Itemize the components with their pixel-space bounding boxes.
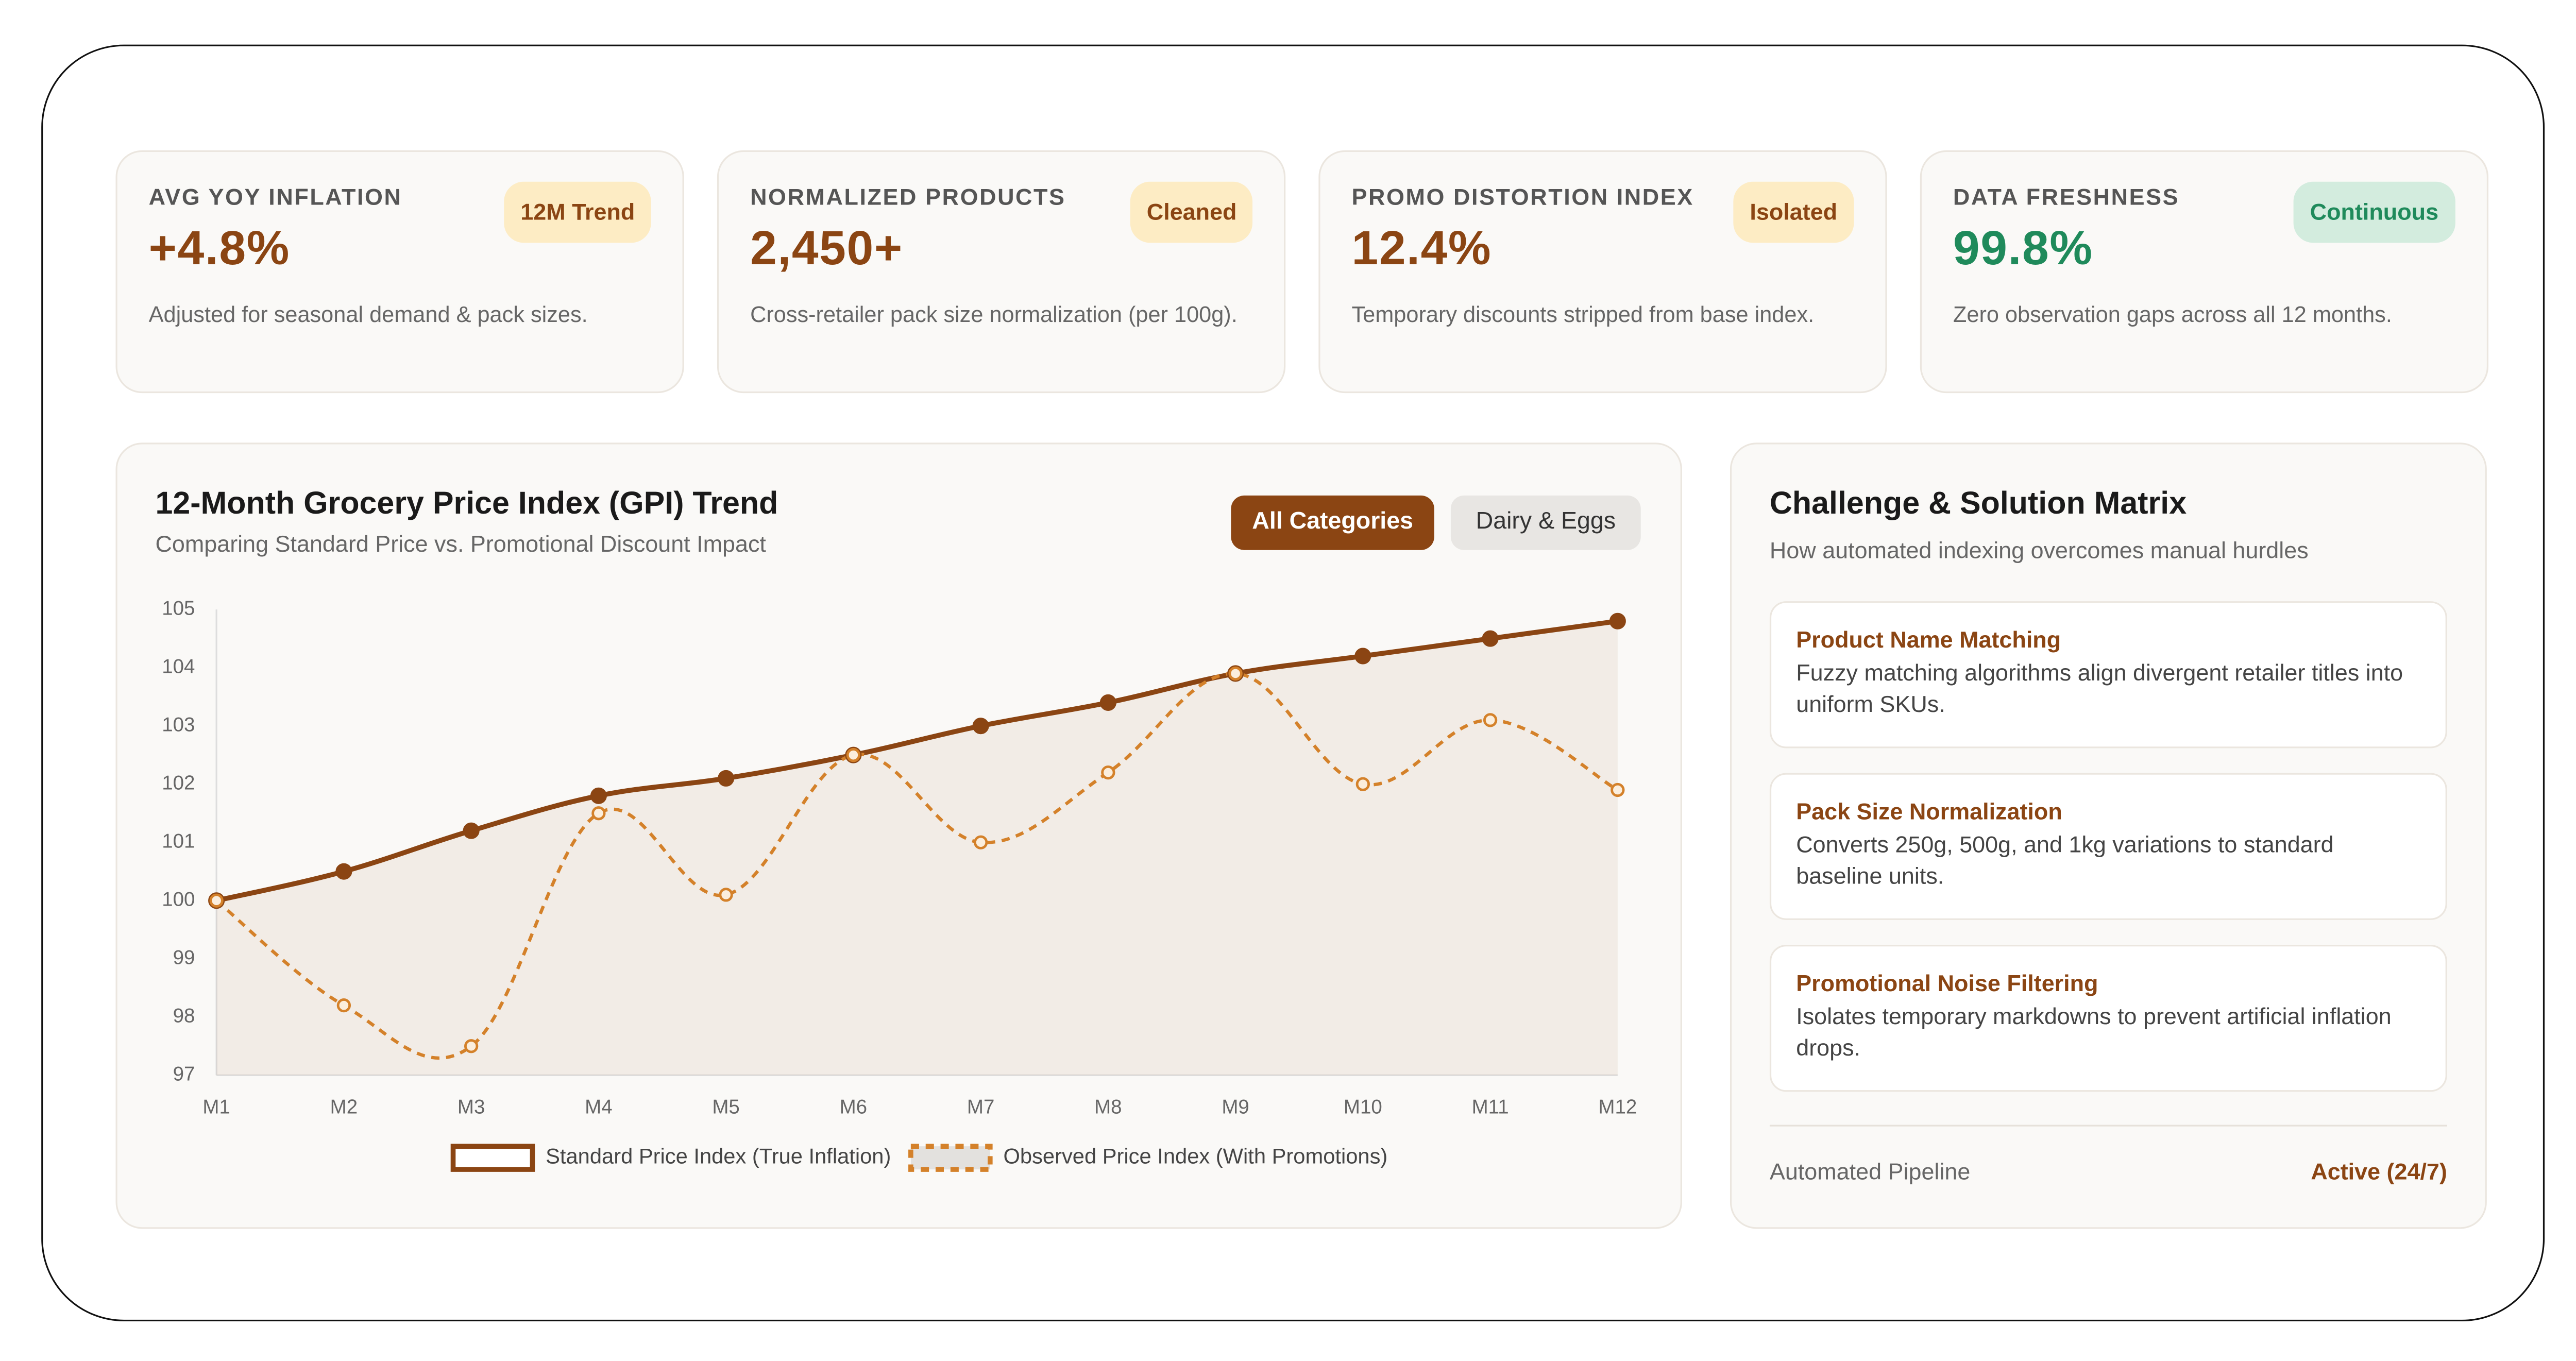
kpi-badge: 12M Trend: [504, 181, 652, 243]
y-tick-label: 105: [162, 597, 195, 619]
x-tick-label: M1: [202, 1096, 230, 1118]
x-tick-label: M12: [1598, 1096, 1637, 1118]
item-title: Product Name Matching: [1796, 626, 2061, 653]
y-tick-label: 99: [173, 946, 195, 968]
point: [1355, 777, 1370, 791]
y-tick-label: 101: [162, 830, 195, 852]
point: [1099, 694, 1116, 711]
kpi-label: AVG YOY INFLATION: [148, 183, 402, 210]
point: [1483, 713, 1498, 727]
x-tick-label: M11: [1472, 1096, 1509, 1118]
y-tick-label: 103: [162, 713, 195, 736]
point: [335, 863, 352, 880]
point: [1101, 765, 1115, 780]
point: [463, 822, 480, 839]
frame: [41, 44, 2545, 1322]
x-tick-label: M9: [1222, 1096, 1249, 1118]
legend-swatch: [908, 1144, 993, 1172]
kpi-description: Temporary discounts stripped from base i…: [1351, 302, 1815, 327]
point: [719, 888, 733, 902]
point: [846, 748, 861, 762]
item-description: Isolates temporary markdowns to prevent …: [1796, 1002, 2392, 1061]
point: [1228, 666, 1243, 681]
point: [590, 787, 607, 804]
x-tick-label: M10: [1344, 1096, 1382, 1118]
item-description: Fuzzy matching algorithms align divergen…: [1796, 659, 2403, 717]
kpi-description: Zero observation gaps across all 12 mont…: [1953, 302, 2392, 327]
matrix-item: Product Name Matching Fuzzy matching algo…: [1769, 601, 2447, 748]
point: [209, 893, 224, 908]
line: [216, 618, 1618, 903]
point: [972, 718, 989, 735]
kpi-value: 12.4%: [1351, 223, 1492, 276]
point: [1482, 630, 1499, 647]
y-tick-label: 104: [162, 655, 195, 677]
kpi-badge: Continuous: [2293, 181, 2455, 243]
point: [973, 835, 988, 849]
legend-swatch: [450, 1144, 535, 1172]
chart-panel: [115, 443, 1682, 1229]
point: [1354, 648, 1371, 665]
item-title: Promotional Noise Filtering: [1796, 969, 2098, 996]
x-tick-label: M2: [330, 1096, 358, 1118]
y-tick-label: 100: [162, 888, 195, 910]
area: [216, 621, 1618, 1076]
point: [336, 998, 351, 1013]
y-tick-label: 97: [173, 1063, 195, 1085]
kpi-label: PROMO DISTORTION INDEX: [1351, 183, 1694, 210]
divider: [1769, 1125, 2447, 1127]
item-title: Pack Size Normalization: [1796, 797, 2062, 824]
point: [464, 1039, 479, 1053]
legend-label: Observed Price Index (With Promotions): [1003, 1144, 1387, 1168]
x-tick-label: M6: [840, 1096, 867, 1118]
point: [1611, 782, 1625, 797]
matrix-item: Promotional Noise Filtering Isolates temp…: [1769, 945, 2447, 1092]
filter-button[interactable]: Dairy & Eggs: [1450, 495, 1641, 550]
kpi-value: 99.8%: [1953, 223, 2093, 276]
chart-subtitle: Comparing Standard Price vs. Promotional…: [155, 530, 766, 557]
kpi-label: DATA FRESHNESS: [1953, 183, 2180, 210]
item-description: Converts 250g, 500g, and 1kg variations …: [1796, 830, 2334, 889]
kpi-badge: Isolated: [1733, 181, 1854, 243]
x-tick-label: M3: [457, 1096, 485, 1118]
legend-label: Standard Price Index (True Inflation): [546, 1144, 891, 1168]
x-tick-label: M5: [712, 1096, 739, 1118]
matrix-subtitle: How automated indexing overcomes manual …: [1769, 537, 2309, 564]
y-tick-label: 102: [162, 772, 195, 794]
kpi-description: Cross-retailer pack size normalization (…: [750, 302, 1238, 327]
y-tick-label: 98: [173, 1005, 195, 1027]
point: [1609, 613, 1626, 630]
kpi-badge: Cleaned: [1130, 181, 1253, 243]
x-tick-label: M7: [967, 1096, 994, 1118]
footer-label: Automated Pipeline: [1769, 1158, 1971, 1184]
point: [591, 806, 606, 821]
x-tick-label: M8: [1094, 1096, 1122, 1118]
point: [718, 770, 735, 787]
kpi-value: +4.8%: [148, 223, 291, 276]
x-tick-label: M4: [585, 1096, 612, 1118]
matrix-item: Pack Size Normalization Converts 250g, 50…: [1769, 773, 2447, 920]
filter-button[interactable]: All Categories: [1231, 495, 1434, 550]
footer-status: Active (24/7): [2311, 1158, 2447, 1184]
matrix-title: Challenge & Solution Matrix: [1769, 487, 2187, 522]
kpi-label: NORMALIZED PRODUCTS: [750, 183, 1066, 210]
kpi-description: Adjusted for seasonal demand & pack size…: [148, 302, 588, 327]
chart-title: 12-Month Grocery Price Index (GPI) Trend: [155, 487, 778, 522]
kpi-value: 2,450+: [750, 223, 903, 276]
